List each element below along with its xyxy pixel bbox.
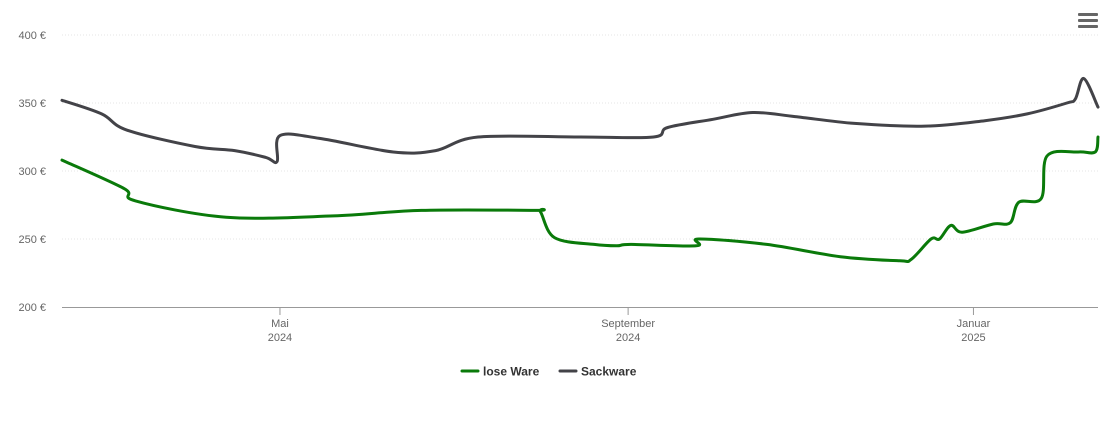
x-tick-year-label: 2024 — [268, 332, 292, 344]
x-tick-month-label: Januar — [957, 318, 991, 330]
x-tick-year-label: 2024 — [616, 332, 640, 344]
x-tick-month-label: September — [601, 318, 655, 330]
legend-item[interactable]: lose Ware — [460, 365, 540, 379]
y-tick-label: 350 € — [18, 98, 46, 110]
legend-label: lose Ware — [483, 365, 540, 379]
y-tick-label: 200 € — [18, 302, 46, 314]
series-line-sackware — [60, 77, 1100, 165]
x-tick-year-label: 2025 — [961, 332, 985, 344]
y-tick-label: 250 € — [18, 234, 46, 246]
x-axis: Mai 2024 September 2024 Januar 2025 — [62, 307, 1098, 344]
series-lines — [60, 77, 1100, 264]
y-axis-ticks: 200 € 250 € 300 € 350 € 400 € — [18, 30, 46, 314]
series-line-lose-ware — [60, 135, 1100, 264]
y-tick-label: 400 € — [18, 30, 46, 42]
legend-item[interactable]: Sackware — [558, 365, 637, 379]
menu-bar-top — [1078, 13, 1098, 16]
legend-label: Sackware — [581, 365, 637, 379]
y-tick-label: 300 € — [18, 166, 46, 178]
x-tick-month-label: Mai — [271, 318, 289, 330]
legend: lose Ware Sackware — [460, 365, 637, 379]
menu-bar-middle — [1078, 19, 1098, 22]
menu-bar-bottom — [1078, 25, 1098, 28]
hamburger-menu-icon[interactable] — [1078, 13, 1098, 31]
